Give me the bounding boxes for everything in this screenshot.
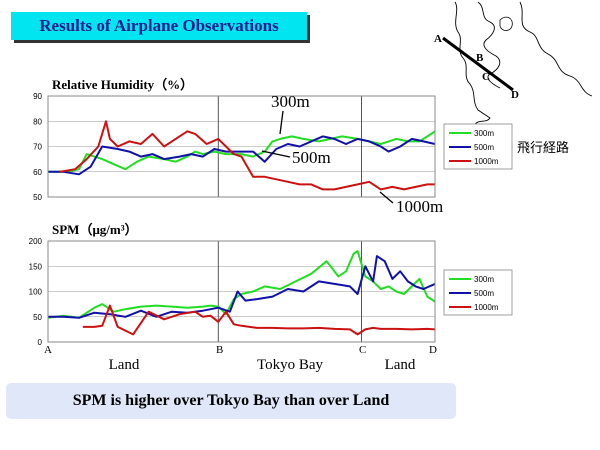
spm-legend-label-500m: 500m bbox=[474, 289, 494, 298]
humidity-y-tick-80: 80 bbox=[33, 117, 42, 126]
flight-route-map: A B C D 飛行経路 bbox=[434, 1, 593, 155]
spm-series-line-500m bbox=[48, 255, 436, 319]
spm-y-tick-200: 200 bbox=[29, 237, 43, 246]
map-point-b: B bbox=[476, 52, 484, 64]
spm-y-tick-100: 100 bbox=[29, 288, 43, 297]
humidity-plot-frame bbox=[47, 95, 436, 198]
humidity-series-line-1000m bbox=[59, 120, 435, 191]
summary-box: SPM is higher over Tokyo Bay than over L… bbox=[6, 383, 456, 419]
coastline-bay bbox=[477, 1, 501, 89]
region-label-tokyo-bay: Tokyo Bay bbox=[257, 357, 324, 373]
coastline-right bbox=[519, 1, 593, 97]
annotation-300m-arrow bbox=[279, 110, 284, 135]
spm-series bbox=[47, 250, 436, 336]
coastline-left bbox=[454, 1, 491, 133]
spm-series-line-1000m bbox=[82, 304, 436, 336]
humidity-y-tick-90: 90 bbox=[33, 92, 42, 101]
section-marker-a: A bbox=[44, 344, 52, 356]
humidity-y-tick-60: 60 bbox=[33, 168, 42, 177]
section-marker-d: D bbox=[429, 344, 437, 356]
coastline-island bbox=[499, 16, 513, 31]
humidity-chart: Relative Humidity（%） 50 60 70 80 90 300m 500… bbox=[33, 77, 513, 216]
spm-plot-frame bbox=[47, 240, 436, 343]
humidity-legend: 300m 500m 1000m bbox=[443, 123, 513, 170]
humidity-chart-title: Relative Humidity（%） bbox=[52, 77, 193, 92]
humidity-y-ticks: 50 60 70 80 90 bbox=[33, 92, 42, 202]
humidity-legend-label-300m: 300m bbox=[474, 129, 494, 138]
annotation-1000m: 1000m bbox=[396, 197, 443, 216]
map-route-label: 飛行経路 bbox=[517, 140, 569, 155]
spm-y-tick-150: 150 bbox=[29, 262, 43, 271]
spm-chart-title: SPM（μg/m³） bbox=[52, 222, 138, 237]
map-point-d: D bbox=[511, 89, 519, 101]
humidity-y-tick-50: 50 bbox=[33, 193, 42, 202]
map-point-a: A bbox=[434, 33, 442, 45]
spm-legend-label-1000m: 1000m bbox=[474, 303, 499, 312]
section-marker-b: B bbox=[216, 344, 223, 356]
spm-chart: SPM（μg/m³） 0 50 100 150 200 A B C D 300m 500… bbox=[29, 222, 513, 356]
region-label-land-1: Land bbox=[109, 357, 140, 373]
map-point-c: C bbox=[482, 71, 490, 83]
title-box: Results of Airplane Observations bbox=[11, 12, 307, 40]
section-marker-c: C bbox=[359, 344, 366, 356]
humidity-y-tick-70: 70 bbox=[33, 143, 42, 152]
spm-y-ticks: 0 50 100 150 200 bbox=[29, 237, 43, 347]
annotation-500m: 500m bbox=[292, 148, 331, 167]
flight-route-line bbox=[442, 36, 514, 92]
region-label-land-2: Land bbox=[385, 357, 416, 373]
humidity-series bbox=[48, 120, 436, 191]
humidity-legend-label-1000m: 1000m bbox=[474, 157, 499, 166]
page-title: Results of Airplane Observations bbox=[39, 16, 279, 35]
humidity-legend-label-500m: 500m bbox=[474, 143, 494, 152]
summary-text: SPM is higher over Tokyo Bay than over L… bbox=[72, 392, 390, 409]
annotation-1000m-arrow bbox=[379, 191, 394, 204]
spm-legend: 300m 500m 1000m bbox=[443, 269, 513, 316]
spm-y-tick-0: 0 bbox=[38, 338, 43, 347]
annotation-300m: 300m bbox=[271, 92, 310, 111]
spm-y-tick-50: 50 bbox=[33, 313, 42, 322]
annotation-500m-arrow bbox=[261, 150, 291, 158]
spm-legend-label-300m: 300m bbox=[474, 275, 494, 284]
spm-series-line-300m bbox=[47, 250, 436, 319]
humidity-series-line-500m bbox=[48, 135, 436, 176]
